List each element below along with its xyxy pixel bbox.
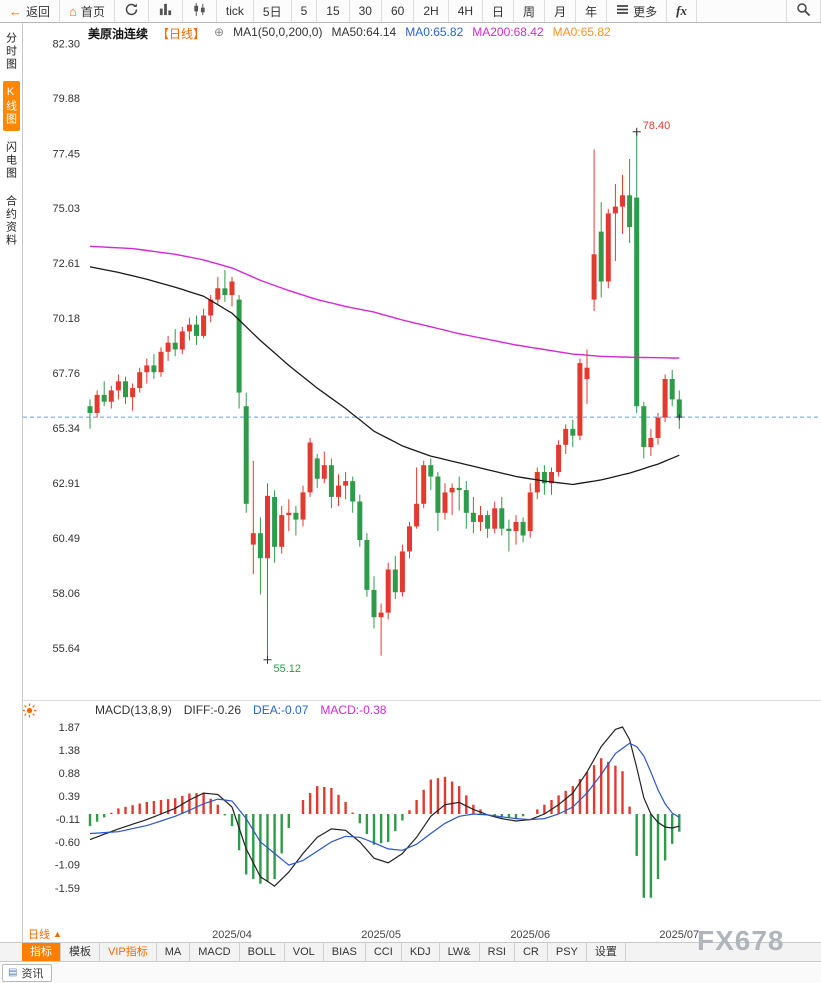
sidebar-item-合约资料[interactable]: 合约资料 xyxy=(4,195,17,247)
left-sidebar: 分时图 K线图闪电图合约资料 xyxy=(0,22,23,942)
toolbar-interval-4H[interactable]: 4H xyxy=(449,0,484,22)
indicator-tab-VIP指标[interactable]: VIP指标 xyxy=(100,943,157,961)
toolbar-interval-60[interactable]: 60 xyxy=(382,0,415,22)
back-arrow-icon: ← xyxy=(9,3,22,19)
indicator-tab-VOL[interactable]: VOL xyxy=(285,943,324,961)
svg-text:2025/04: 2025/04 xyxy=(212,929,252,941)
chart-header: 美原油连续 【日线】 ⊕ MA1(50,0,200,0) MA50:64.14 … xyxy=(88,25,611,42)
sidebar-item-K线图[interactable]: K线图 xyxy=(2,81,20,131)
date-axis-labels: 2025/04 2025/05 2025/06 2025/07 xyxy=(212,929,699,941)
news-label: 资讯 xyxy=(21,968,44,980)
indicator-tab-LW&[interactable]: LW& xyxy=(440,943,480,961)
indicator-icon[interactable] xyxy=(22,703,37,723)
indicator-tab-RSI[interactable]: RSI xyxy=(480,943,515,961)
refresh-icon xyxy=(124,2,139,20)
indicator-tab-BIAS[interactable]: BIAS xyxy=(324,943,366,961)
toolbar-interval-2H[interactable]: 2H xyxy=(414,0,449,22)
macd-macd-value: MACD:-0.38 xyxy=(320,703,387,717)
ma0-blue-value: MA0:65.82 xyxy=(405,25,464,39)
bottom-strip: ▤ 资讯 xyxy=(0,963,821,983)
toolbar-interval-tick[interactable]: tick xyxy=(217,0,254,22)
refresh-button[interactable] xyxy=(115,0,149,22)
main-plot-region[interactable] xyxy=(23,42,821,700)
ma50-value: MA50:64.14 xyxy=(331,25,397,39)
bar-chart-type-button[interactable] xyxy=(149,0,183,22)
toolbar-interval-周[interactable]: 周 xyxy=(514,0,546,22)
indicator-tab-KDJ[interactable]: KDJ xyxy=(402,943,440,961)
indicator-tab-MA[interactable]: MA xyxy=(157,943,191,961)
bar-chart-icon xyxy=(158,2,173,20)
ma200-value: MA200:68.42 xyxy=(472,25,544,39)
sidebar-item-闪电图[interactable]: 闪电图 xyxy=(4,141,17,180)
indicator-tab-模板[interactable]: 模板 xyxy=(61,943,100,961)
toolbar-interval-5日[interactable]: 5日 xyxy=(254,0,292,22)
dropdown-triangle-icon: ▲ xyxy=(53,929,62,939)
indicator-tab-PSY[interactable]: PSY xyxy=(548,943,587,961)
zoom-button[interactable] xyxy=(786,0,821,22)
more-label: 更多 xyxy=(633,4,658,19)
toolbar-interval-30[interactable]: 30 xyxy=(350,0,382,22)
indicator-tab-BOLL[interactable]: BOLL xyxy=(240,943,285,961)
home-icon: ⌂ xyxy=(69,3,77,19)
macd-title: MACD(13,8,9) xyxy=(95,703,172,717)
toolbar-interval-15[interactable]: 15 xyxy=(317,0,350,22)
macd-diff-value: DIFF:-0.26 xyxy=(183,703,242,717)
fx-button[interactable]: fx xyxy=(667,0,697,22)
toolbar-interval-日[interactable]: 日 xyxy=(483,0,515,22)
macd-dea-value: DEA:-0.07 xyxy=(253,703,309,717)
home-button[interactable]: ⌂ 首页 xyxy=(60,0,115,22)
home-label: 首页 xyxy=(80,4,105,19)
period-selector[interactable]: 日线 ▲ xyxy=(28,926,62,942)
toolbar-interval-年[interactable]: 年 xyxy=(576,0,608,22)
menu-icon xyxy=(616,4,629,18)
macd-plot-region[interactable] xyxy=(23,702,821,922)
add-indicator-icon[interactable]: ⊕ xyxy=(214,25,225,39)
ma-formula: MA1(50,0,200,0) xyxy=(233,25,323,39)
indicator-tab-MACD[interactable]: MACD xyxy=(190,943,240,961)
indicator-tabbar: 指标 模板 VIP指标 MA MACD BOLL VOL BIAS CCI KDJ LW& RSI CR… xyxy=(0,942,821,962)
magnifier-icon xyxy=(796,2,811,20)
ma0-orange-value: MA0:65.82 xyxy=(552,25,611,39)
candle-chart-icon xyxy=(192,2,207,20)
toolbar-interval-月[interactable]: 月 xyxy=(545,0,577,22)
svg-text:2025/05: 2025/05 xyxy=(361,929,401,941)
svg-text:2025/07: 2025/07 xyxy=(659,929,699,941)
indicator-tab-设置[interactable]: 设置 xyxy=(587,943,626,961)
fx-label: fx xyxy=(676,3,687,18)
back-label: 返回 xyxy=(26,4,51,19)
toolbar-interval-5[interactable]: 5 xyxy=(292,0,318,22)
candle-chart-type-button[interactable] xyxy=(183,0,217,22)
more-button[interactable]: 更多 xyxy=(607,0,668,22)
news-icon: ▤ xyxy=(8,967,18,978)
top-toolbar: ← 返回 ⌂ 首页 tick 5日 5 15 30 60 2H 4H 日周月年 更多 fx xyxy=(0,0,821,23)
news-tab[interactable]: ▤ 资讯 xyxy=(2,964,53,982)
period-tag: 【日线】 xyxy=(157,27,206,41)
indicator-tab-指标[interactable]: 指标 xyxy=(22,943,61,961)
macd-header: MACD(13,8,9) DIFF:-0.26 DEA:-0.07 MACD:-… xyxy=(95,703,386,717)
symbol-name: 美原油连续 xyxy=(88,27,149,41)
svg-text:2025/06: 2025/06 xyxy=(510,929,550,941)
watermark: FX678 xyxy=(697,925,785,956)
sidebar-item-分时图[interactable]: 分时图 xyxy=(4,32,17,71)
indicator-tab-CCI[interactable]: CCI xyxy=(366,943,402,961)
period-label: 日线 xyxy=(28,929,50,941)
indicator-tab-CR[interactable]: CR xyxy=(515,943,548,961)
back-button[interactable]: ← 返回 xyxy=(0,0,61,22)
